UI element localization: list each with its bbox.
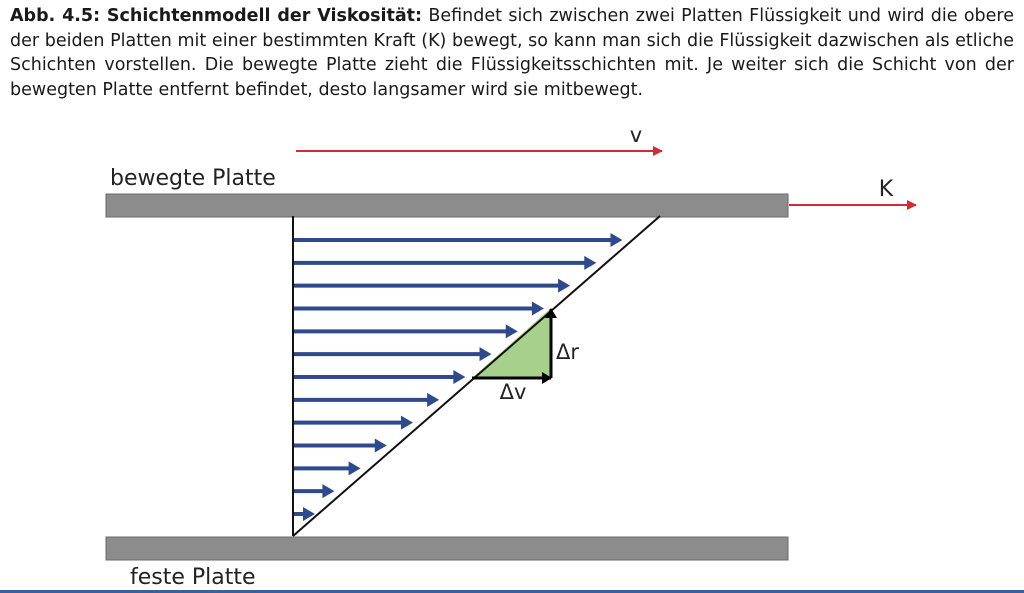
top-plate [105, 193, 789, 218]
layer-arrow-head [584, 255, 597, 270]
slope-triangle [472, 308, 551, 378]
layer-arrow-head [322, 484, 335, 499]
velocity-label: v [630, 123, 642, 147]
layer-arrow-head [531, 301, 544, 316]
layer-arrow-head [505, 324, 518, 339]
figure-caption: Abb. 4.5: Schichtenmodell der Viskosität… [10, 4, 1014, 102]
layer-arrow-head [558, 278, 571, 293]
layer-arrow-head [374, 438, 387, 453]
layer-arrow-head [479, 347, 492, 362]
bottom-rule [0, 590, 1024, 593]
layer-arrow-head [303, 507, 315, 521]
delta-v-label: Δv [500, 380, 527, 404]
layer-arrow-head [427, 392, 440, 407]
layer-arrow-head [348, 461, 361, 476]
force-label: K [879, 177, 894, 202]
caption-text: Befindet sich zwischen zwei Platten Flüs… [10, 6, 1015, 100]
bottom-plate [105, 536, 789, 561]
bottom-plate-label: feste Platte [130, 565, 256, 590]
delta-r-label: Δr [556, 340, 579, 364]
layer-arrow-head [453, 370, 466, 384]
velocity-profile-line [292, 215, 661, 537]
layer-arrow-head [610, 233, 623, 247]
layer-arrows [293, 233, 623, 521]
layer-arrow-head [400, 415, 413, 430]
caption-label: Abb. 4.5: Schichtenmodell der Viskosität… [10, 6, 423, 26]
top-plate-label: bewegte Platte [110, 166, 276, 191]
